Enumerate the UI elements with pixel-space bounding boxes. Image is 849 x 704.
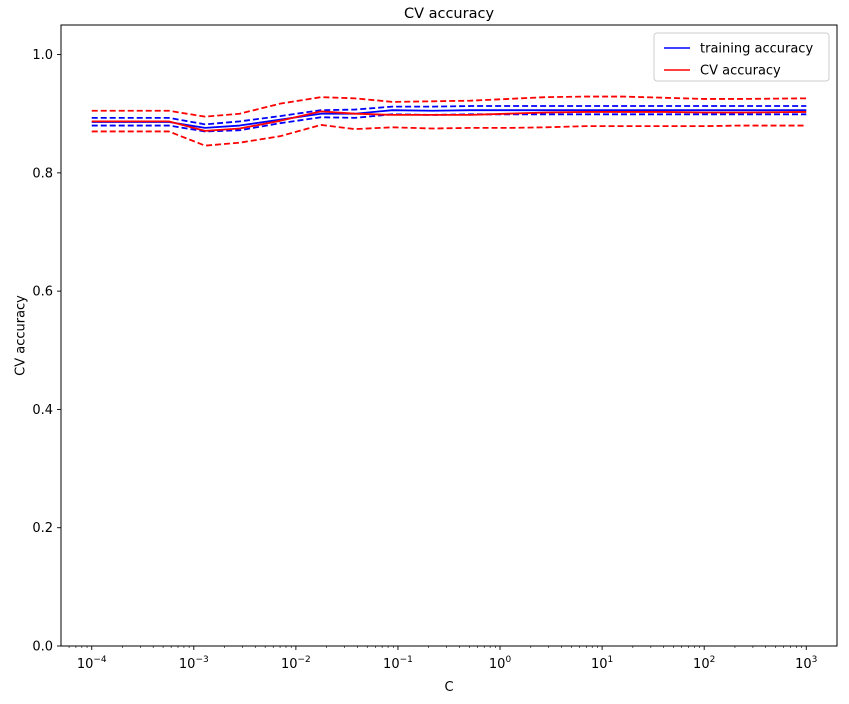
plot-frame — [60, 24, 838, 647]
y-tick-label: 1.0 — [32, 48, 53, 63]
x-tick-label: 10−3 — [179, 655, 209, 672]
y-axis-ticks: 0.0 0.2 0.4 0.6 0.8 1.0 — [32, 48, 61, 655]
training-upper-band-line — [91, 105, 807, 126]
legend: training accuracy CV accuracy — [653, 32, 830, 82]
cv-lower-band-line — [91, 124, 807, 147]
x-tick-label: 103 — [795, 655, 817, 672]
plot-lines-layer — [91, 95, 807, 147]
y-tick-label: 0.0 — [32, 640, 53, 655]
x-tick-label: 100 — [489, 655, 512, 672]
x-tick-label: 102 — [693, 655, 715, 672]
x-tick-label: 10−1 — [383, 655, 413, 672]
x-tick-label: 101 — [591, 655, 613, 672]
x-axis-ticks: 10−4 10−3 10−2 10−1 100 101 102 103 — [68, 646, 817, 672]
y-tick-label: 0.4 — [32, 403, 53, 418]
cv-upper-band-line — [91, 95, 807, 118]
y-tick-label: 0.6 — [32, 285, 53, 300]
legend-label-cv: CV accuracy — [700, 64, 781, 79]
legend-label-training: training accuracy — [700, 42, 813, 57]
cv-mean-line — [91, 110, 807, 132]
legend-box — [653, 32, 830, 82]
x-tick-label: 10−4 — [77, 655, 107, 672]
chart-title: CV accuracy — [404, 6, 494, 22]
y-tick-label: 0.2 — [32, 521, 53, 536]
y-axis-label: CV accuracy — [14, 295, 29, 376]
x-axis-label: C — [444, 680, 453, 695]
y-tick-label: 0.8 — [32, 166, 53, 181]
x-tick-label: 10−2 — [281, 655, 311, 672]
training-mean-line — [91, 109, 807, 129]
